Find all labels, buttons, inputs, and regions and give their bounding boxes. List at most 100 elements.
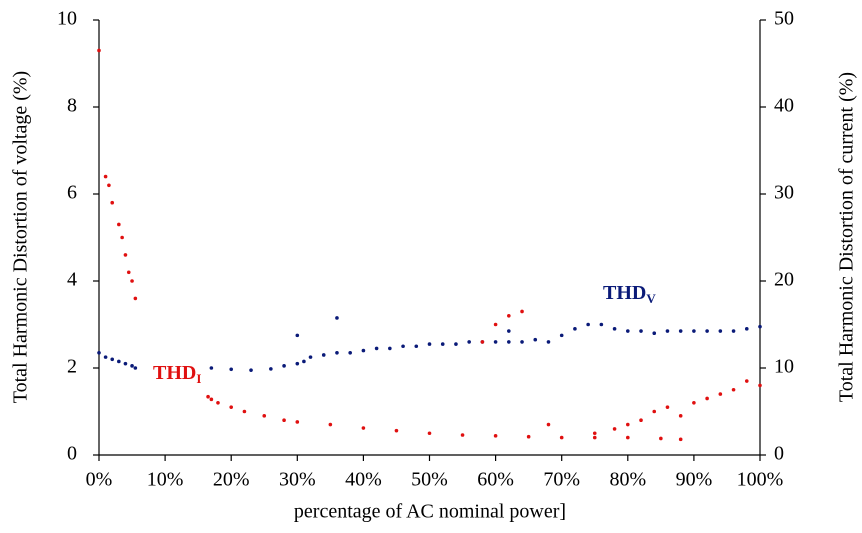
data-point [130,279,134,283]
data-point [414,344,419,349]
data-point [133,296,138,301]
data-point [652,331,657,336]
data-point [493,434,498,438]
x-tick-label: 100% [737,469,784,491]
data-point [103,355,108,359]
y2-tick-label: 40 [774,95,794,117]
data-point [440,342,445,346]
data-point [295,420,300,424]
data-point [427,342,432,346]
data-point [242,409,247,414]
data-point [295,361,300,366]
series-label: THDI [153,362,201,386]
data-point [388,346,392,351]
x-tick-label: 60% [477,469,514,491]
data-point [626,435,630,440]
data-point [308,355,313,359]
data-point [659,436,663,441]
y2-tick-label: 10 [774,356,794,378]
data-point [612,427,617,431]
y2-tick-label: 0 [774,443,784,465]
x-tick-label: 20% [213,469,250,491]
data-point [626,422,630,427]
data-point [374,346,379,351]
y-axis-label: Total Harmonic Distortion of voltage (%) [10,71,32,403]
data-point [758,324,762,329]
data-point [130,364,134,368]
data-point [520,340,524,344]
data-point [206,394,210,399]
data-point [282,418,286,423]
data-point [335,350,339,355]
data-point [321,353,326,357]
data-point [526,434,531,439]
data-point [639,329,643,333]
data-point [97,350,101,355]
series-label-main: THD [603,282,646,304]
data-point [758,383,762,388]
series-label: THDV [603,282,656,306]
data-point [744,327,749,331]
data-point [520,309,524,314]
data-point [546,422,551,427]
data-point [123,361,128,366]
data-point [612,327,617,331]
y-tick-label: 10 [57,8,77,30]
data-point [592,435,597,440]
x-tick-label: 40% [345,469,382,491]
data-point [626,329,630,333]
x-tick-label: 80% [609,469,646,491]
data-point [117,222,121,227]
data-point [133,366,138,370]
x-axis-label: percentage of AC nominal power] [294,501,566,523]
data-point [652,409,657,414]
data-point [97,48,101,53]
data-point [117,359,121,364]
data-point [678,437,683,442]
data-point [705,396,709,401]
data-point [110,200,115,205]
data-point [401,344,405,349]
y2-axis-label: Total Harmonic Distortion of current (%) [836,72,858,402]
data-point [467,340,471,344]
data-point [348,350,352,355]
data-point [639,418,643,423]
y-tick-label: 2 [67,356,77,378]
data-point [586,322,590,327]
data-point [507,314,511,318]
y-tick-label: 8 [67,95,77,117]
data-point [460,433,465,437]
data-point [335,316,339,320]
data-point [120,235,124,240]
data-point [678,329,683,333]
data-point [599,322,604,327]
x-tick-label: 10% [147,469,184,491]
data-point [665,405,670,409]
series-label-sub: I [196,371,201,386]
data-point [718,392,723,396]
data-point [507,340,511,344]
data-point [678,414,683,418]
data-point [493,340,498,344]
data-point [507,329,511,333]
data-point [209,366,214,370]
data-point [718,329,723,333]
y2-tick-label: 30 [774,182,794,204]
y2-tick-label: 50 [774,8,794,30]
data-point [592,431,597,436]
y-tick-label: 6 [67,182,77,204]
data-point [269,367,273,371]
data-point [295,333,300,338]
data-point [209,397,214,402]
x-tick-label: 30% [279,469,316,491]
data-point [546,340,551,344]
y2-tick-label: 20 [774,269,794,291]
x-tick-label: 50% [411,469,448,491]
x-tick-label: 90% [676,469,713,491]
data-point [262,414,267,418]
data-point [282,364,286,368]
y-tick-label: 4 [67,269,77,291]
data-point [249,368,253,372]
data-point [731,329,736,333]
data-point [744,379,749,383]
